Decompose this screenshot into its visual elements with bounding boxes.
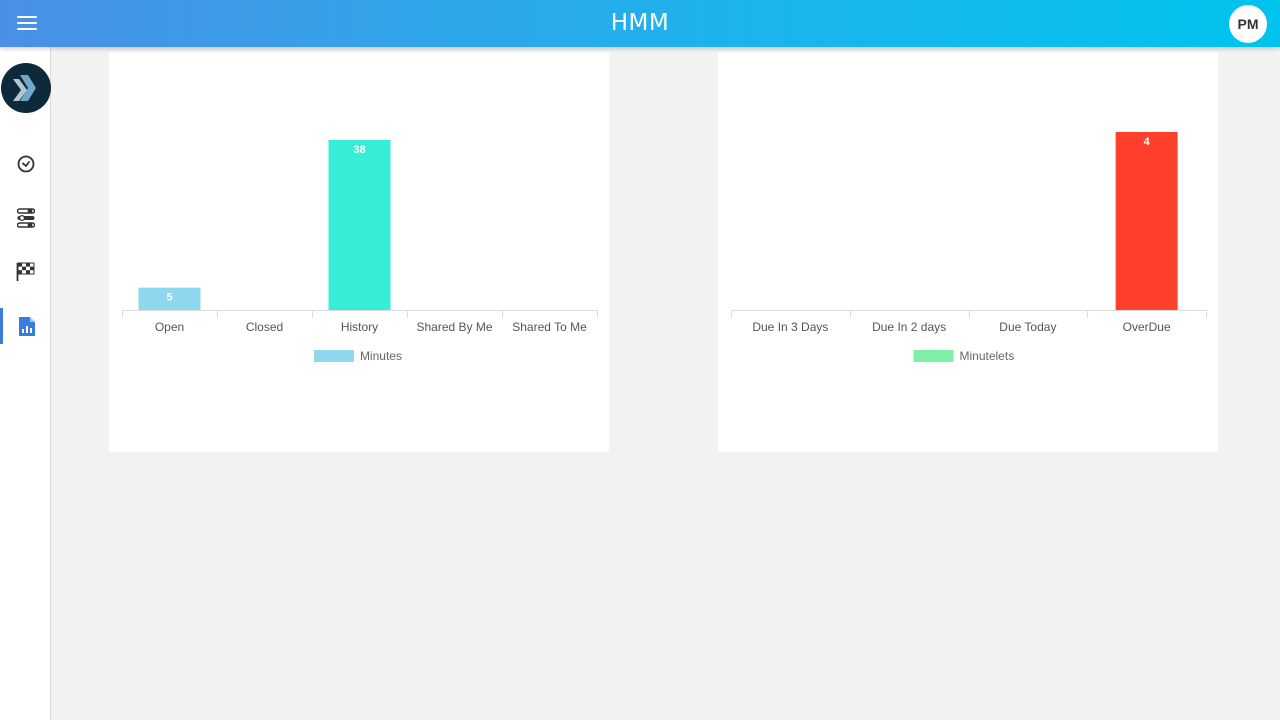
legend-swatch[interactable] (913, 350, 954, 362)
x-tick-label: OverDue (1123, 320, 1171, 334)
bar-open[interactable] (138, 287, 201, 310)
top-app-bar: HMM PM (0, 0, 1280, 47)
data-label: 5 (166, 292, 172, 304)
logo-icon (0, 63, 51, 113)
sidebar-item-reports[interactable] (0, 308, 51, 344)
hamburger-menu-icon[interactable] (17, 16, 37, 31)
legend-swatch[interactable] (313, 350, 354, 362)
minutelets-chart-card: 4 Due In 3 Days Due In 2 days Due Today Over… (718, 52, 1218, 452)
checkered-flag-icon (16, 262, 35, 281)
sidebar-item-settings[interactable] (0, 200, 51, 236)
x-tick-label: History (341, 320, 378, 334)
minutes-chart-card: 5 38 Open Closed History Shared By Me Shared T… (109, 52, 609, 452)
sidebar-item-clock[interactable] (0, 146, 51, 182)
minutelets-bar-chart: 4 Due In 3 Days Due In 2 days Due Today Over… (731, 132, 1207, 363)
sidebar (0, 47, 51, 720)
app-logo[interactable] (0, 62, 51, 114)
data-label: 38 (353, 144, 365, 156)
x-tick-label: Due In 2 days (872, 320, 946, 334)
x-tick-label: Due In 3 Days (752, 320, 828, 334)
x-tick-label: Shared To Me (512, 320, 587, 334)
x-tick-label: Open (155, 320, 184, 334)
bar-history[interactable] (328, 140, 391, 310)
user-avatar[interactable]: PM (1229, 5, 1267, 43)
x-tick-label: Closed (246, 320, 283, 334)
bar-overdue[interactable] (1115, 132, 1178, 310)
minutes-bar-chart: 5 38 Open Closed History Shared By Me Shared T… (122, 140, 598, 363)
clock-icon (17, 155, 34, 173)
sidebar-item-goals[interactable] (0, 253, 51, 289)
legend-label[interactable]: Minutes (360, 349, 402, 363)
toggles-icon (16, 208, 35, 228)
app-title: HMM (610, 10, 670, 36)
x-tick-label: Shared By Me (416, 320, 492, 334)
report-chart-icon (19, 316, 35, 336)
legend-label[interactable]: Minutelets (960, 349, 1015, 363)
data-label: 4 (1144, 136, 1151, 148)
x-tick-label: Due Today (999, 320, 1056, 334)
